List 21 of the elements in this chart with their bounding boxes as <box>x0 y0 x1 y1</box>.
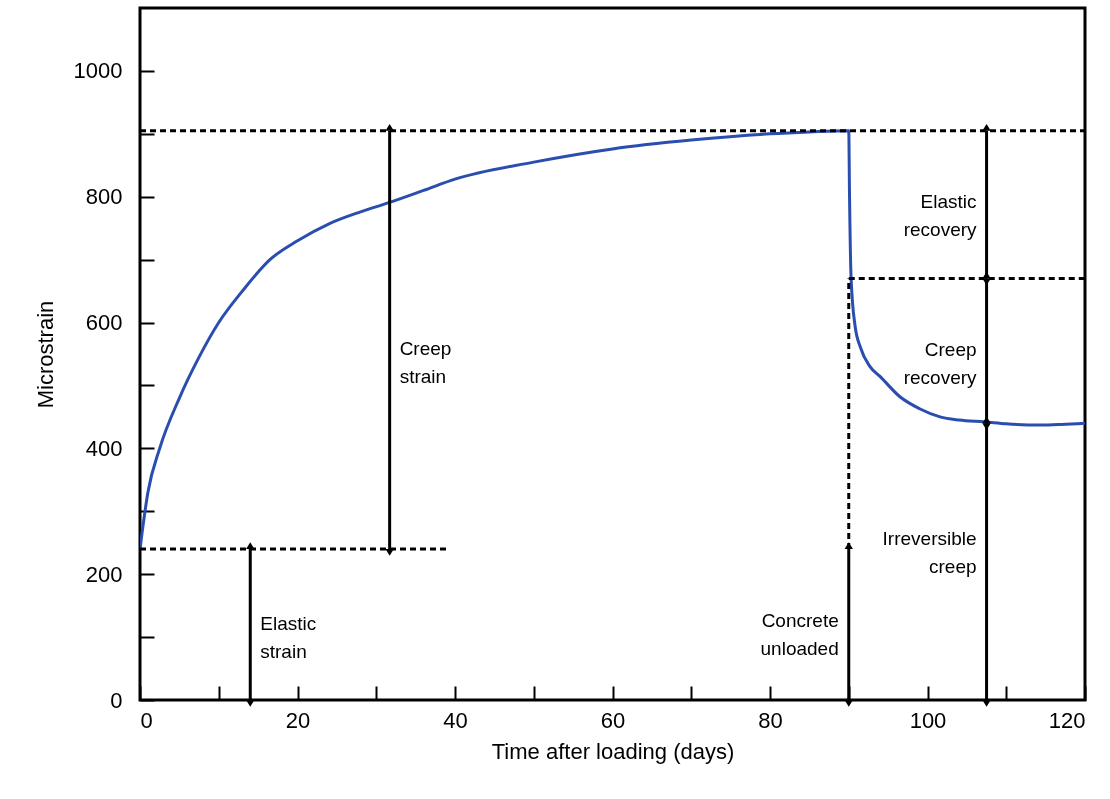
annotation: Creep recovery <box>903 339 978 389</box>
y-axis-title: Microstrain <box>32 300 58 409</box>
y-tick-label: 400 <box>85 435 123 461</box>
y-tick-label: 200 <box>85 561 123 587</box>
x-tick-label: 40 <box>443 707 468 733</box>
y-tick-label: 0 <box>110 687 123 713</box>
annotation: Concrete unloaded <box>760 610 839 660</box>
annotation: Creep strain <box>399 337 452 387</box>
x-tick-label: 100 <box>909 707 947 733</box>
y-tick-label: 1000 <box>73 58 123 84</box>
x-tick-label: 80 <box>758 707 783 733</box>
annotation: Elastic strain <box>260 612 317 662</box>
y-tick-label: 600 <box>85 310 123 336</box>
annotation: Elastic recovery <box>903 191 978 241</box>
x-tick-label: 120 <box>1048 707 1086 733</box>
y-tick-label: 800 <box>85 184 123 210</box>
annotation: Irreversible creep <box>882 527 977 577</box>
x-tick-label: 60 <box>600 707 626 733</box>
x-tick-label: 0 <box>140 707 153 733</box>
x-tick-label: 20 <box>285 707 311 733</box>
x-axis-title: Time after loading (days) <box>491 738 735 764</box>
